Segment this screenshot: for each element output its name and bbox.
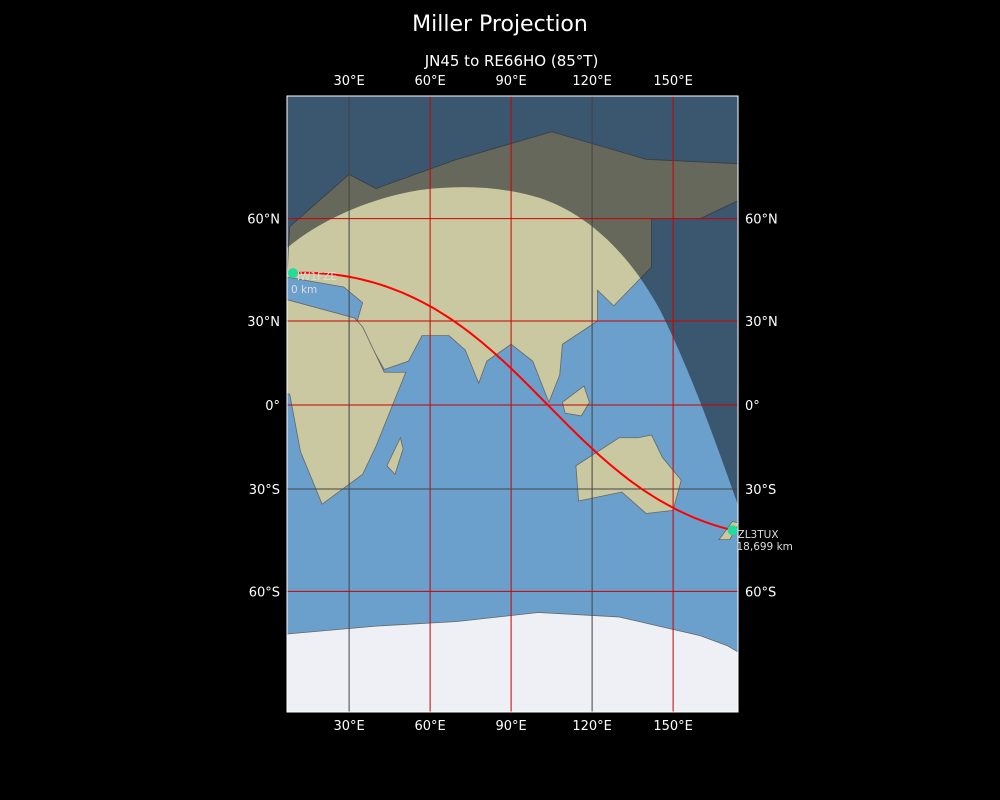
left-lat-label: 60°N [247, 213, 280, 228]
left-lat-label: 30°S [249, 483, 280, 498]
map-subtitle: JN45 to RE66HO (85°T) [424, 52, 599, 70]
right-lat-label: 30°S [745, 483, 776, 498]
top-lon-label: 90°E [495, 74, 526, 89]
bottom-lon-label: 30°E [333, 719, 364, 734]
start-callsign: IW1FZE [297, 271, 337, 283]
night-shading [287, 96, 738, 505]
tick-labels: 30°E 30°E 60°E 60°E 90°E 90°E 120°E 120°E 150°E 1… [247, 74, 778, 734]
map-frame [286, 95, 739, 713]
end-callsign: ZL3TUX [738, 529, 779, 541]
great-circle-path [292, 271, 733, 532]
land-madagascar [386, 436, 404, 476]
right-lat-label: 60°S [745, 585, 776, 600]
top-lon-label: 30°E [333, 74, 364, 89]
start-distance: 0 km [291, 284, 317, 296]
left-lat-label: 60°S [249, 585, 280, 600]
land-australia [575, 434, 682, 514]
end-distance: 18,699 km [737, 541, 793, 553]
bottom-lon-label: 150°E [653, 719, 693, 734]
land-borneo [561, 385, 590, 417]
top-lon-label: 120°E [572, 74, 612, 89]
top-lon-label: 150°E [653, 74, 693, 89]
end-marker[interactable] [727, 525, 738, 536]
bottom-lon-label: 60°E [414, 719, 445, 734]
right-lat-label: 0° [745, 399, 760, 414]
land-africa [287, 299, 407, 505]
bottom-lon-label: 90°E [495, 719, 526, 734]
figure-title: Miller Projection [412, 12, 588, 37]
graticule [287, 96, 738, 712]
top-lon-label: 60°E [414, 74, 445, 89]
right-lat-label: 30°N [745, 315, 778, 330]
bottom-lon-label: 120°E [572, 719, 612, 734]
right-lat-label: 60°N [745, 213, 778, 228]
start-marker[interactable] [287, 268, 298, 279]
left-lat-label: 30°N [247, 315, 280, 330]
left-lat-label: 0° [265, 399, 280, 414]
